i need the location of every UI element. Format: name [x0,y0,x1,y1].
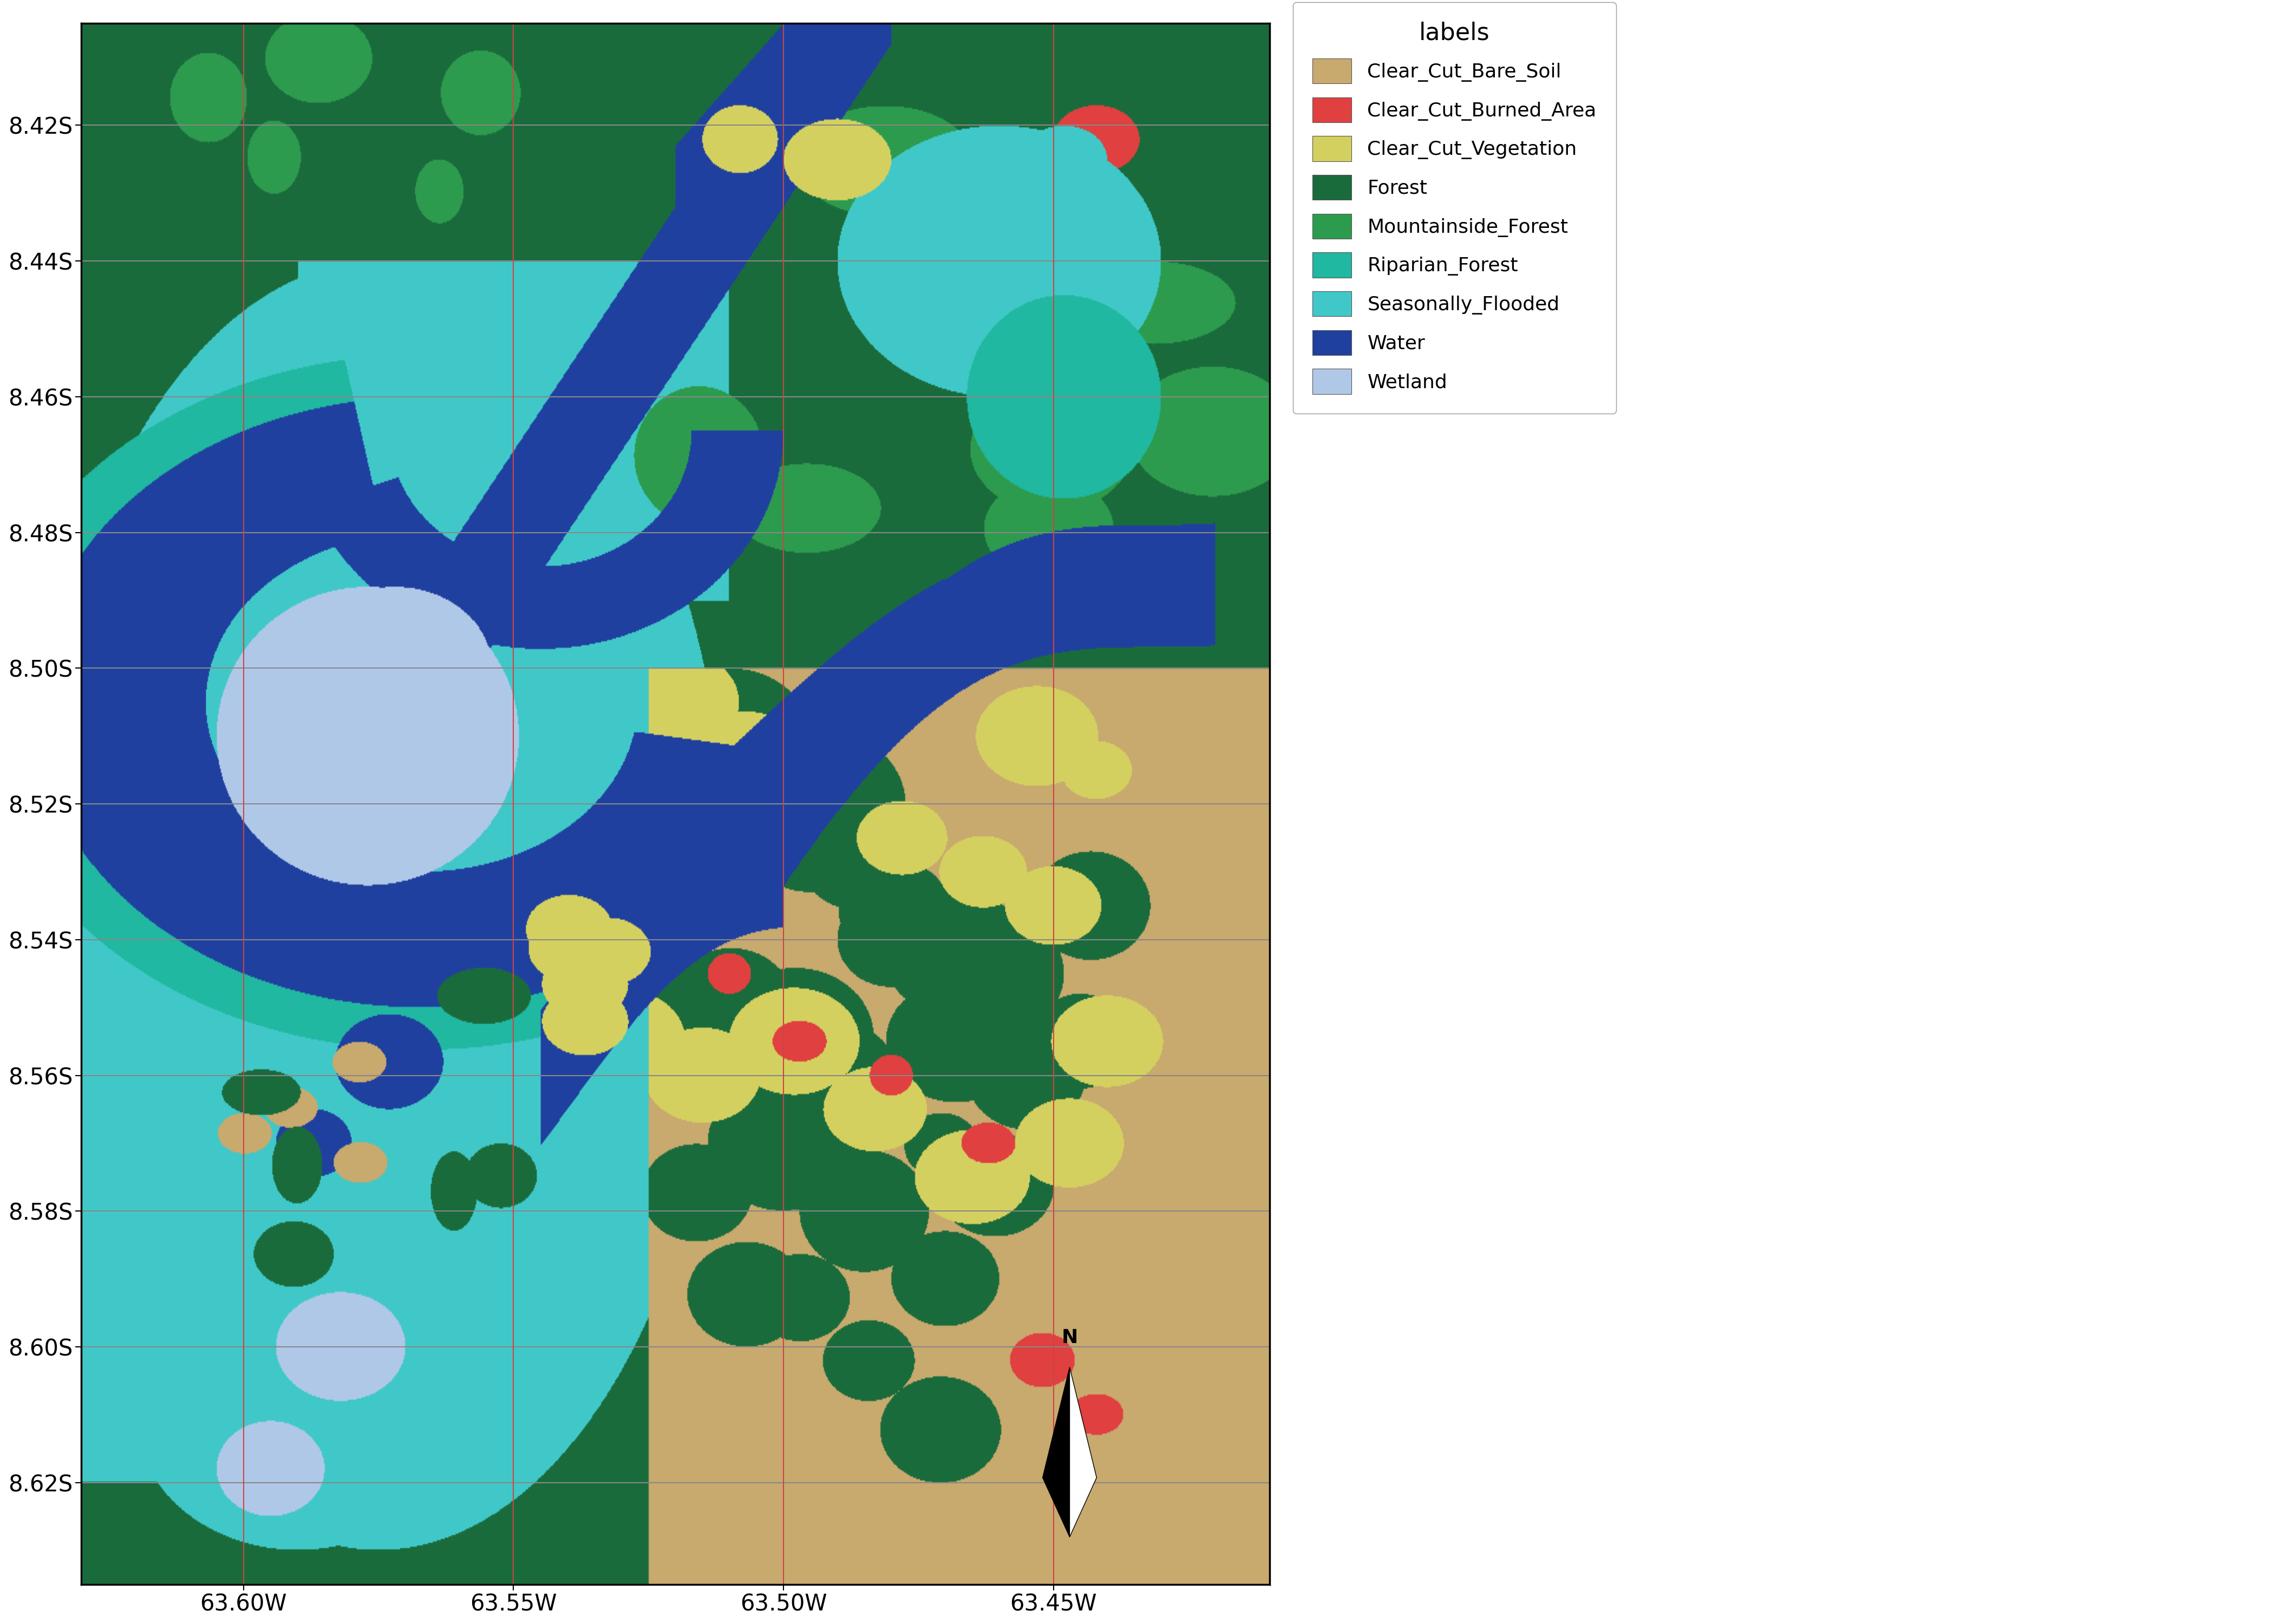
Legend: Clear_Cut_Bare_Soil, Clear_Cut_Burned_Area, Clear_Cut_Vegetation, Forest, Mounta: Clear_Cut_Bare_Soil, Clear_Cut_Burned_Ar… [1294,2,1617,414]
Polygon shape [1041,1367,1069,1536]
Text: N: N [1062,1328,1078,1346]
Polygon shape [1069,1367,1096,1536]
